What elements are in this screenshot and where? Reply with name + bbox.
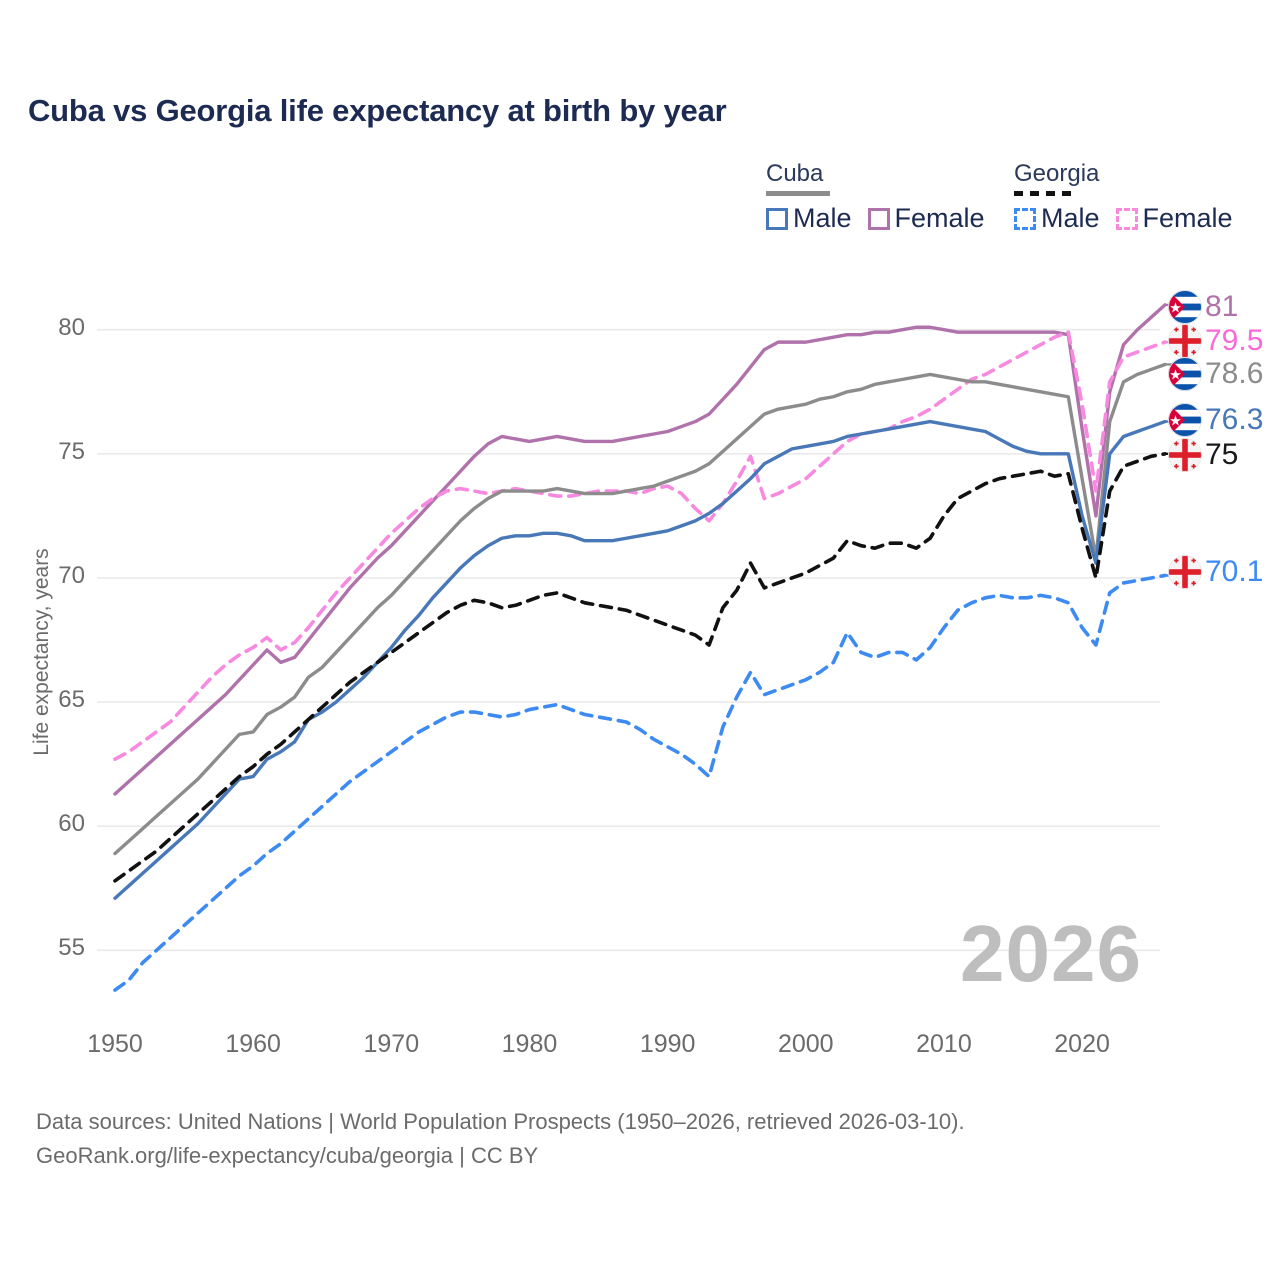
legend-item-label: Male bbox=[793, 203, 852, 233]
y-axis-tick-label: 60 bbox=[58, 810, 85, 838]
cuba-flag-icon bbox=[1168, 403, 1202, 437]
series-end-value: 81 bbox=[1205, 290, 1239, 323]
chart-footer: Data sources: United Nations | World Pop… bbox=[36, 1105, 965, 1173]
x-axis-tick-label: 1970 bbox=[363, 1030, 420, 1058]
year-watermark: 2026 bbox=[960, 909, 1142, 998]
legend-item-georgia-female[interactable]: Female bbox=[1115, 203, 1233, 234]
series-end-value: 76.3 bbox=[1205, 403, 1264, 436]
x-axis-tick-label: 2010 bbox=[916, 1030, 972, 1058]
series-line-cuba-male bbox=[113, 419, 1167, 900]
series-end-value: 70.1 bbox=[1205, 555, 1264, 588]
y-axis-tick-label: 80 bbox=[58, 313, 85, 341]
legend-rule-cuba bbox=[766, 191, 830, 196]
legend-swatch-icon bbox=[1115, 207, 1138, 230]
cuba-flag-icon bbox=[1168, 357, 1202, 391]
cuba-flag-icon bbox=[1168, 290, 1202, 324]
series-end-value: 79.5 bbox=[1205, 324, 1264, 357]
legend-swatch-icon bbox=[1014, 207, 1036, 230]
legend-item-label: Female bbox=[1142, 203, 1233, 233]
georgia-flag-icon bbox=[1168, 324, 1202, 358]
x-axis-tick-label: 2020 bbox=[1054, 1030, 1110, 1058]
legend-item-label: Female bbox=[894, 203, 985, 233]
legend-group-title-cuba: Cuba bbox=[766, 160, 824, 187]
x-axis-tick-label: 1990 bbox=[639, 1030, 696, 1058]
legend-item-cuba-male[interactable]: Male bbox=[766, 203, 852, 234]
legend-group-title-georgia: Georgia bbox=[1014, 160, 1100, 187]
y-axis-title: Life expectancy, years bbox=[30, 548, 53, 756]
x-axis-tick-label: 2000 bbox=[777, 1030, 834, 1058]
series-line-cuba-female bbox=[113, 303, 1167, 796]
legend-swatch-icon bbox=[766, 207, 788, 230]
legend-item-georgia-male[interactable]: Male bbox=[1014, 203, 1100, 234]
series-end-label: 76.3 bbox=[1168, 403, 1263, 437]
y-axis-tick-label: 75 bbox=[58, 437, 85, 465]
series-end-label: 81 bbox=[1168, 290, 1238, 324]
series-end-label: 70.1 bbox=[1168, 555, 1263, 589]
series-end-label: 78.6 bbox=[1168, 357, 1263, 391]
legend-group-cuba: Cuba Male Female bbox=[766, 160, 985, 234]
footer-line-attribution: GeoRank.org/life-expectancy/cuba/georgia… bbox=[36, 1143, 539, 1169]
y-axis-tick-label: 55 bbox=[58, 934, 85, 962]
x-axis-tick-label: 1980 bbox=[501, 1030, 558, 1058]
series-line-cuba bbox=[113, 362, 1167, 856]
x-axis-tick-label: 1960 bbox=[225, 1030, 281, 1058]
legend-group-georgia: Georgia Male Female bbox=[1014, 160, 1233, 234]
x-axis-tick-label: 1950 bbox=[87, 1030, 143, 1058]
series-end-label: 79.5 bbox=[1168, 324, 1263, 358]
footer-line-sources: Data sources: United Nations | World Pop… bbox=[36, 1109, 965, 1134]
y-axis-tick-label: 65 bbox=[58, 686, 85, 714]
legend-rule-georgia bbox=[1014, 191, 1078, 196]
y-axis-tick-label: 70 bbox=[58, 561, 85, 589]
chart-legend: Cuba Male Female Georgia Male bbox=[752, 160, 1252, 242]
page-title: Cuba vs Georgia life expectancy at birth… bbox=[28, 93, 727, 128]
series-end-label: 75 bbox=[1168, 438, 1238, 472]
georgia-flag-icon bbox=[1168, 438, 1202, 472]
series-line-georgia-female bbox=[113, 330, 1167, 761]
georgia-flag-icon bbox=[1168, 555, 1202, 589]
series-line-georgia-male bbox=[113, 573, 1167, 992]
legend-item-cuba-female[interactable]: Female bbox=[867, 203, 985, 234]
legend-swatch-icon bbox=[867, 207, 890, 230]
series-end-value: 78.6 bbox=[1205, 357, 1264, 390]
legend-item-label: Male bbox=[1041, 203, 1100, 233]
series-end-value: 75 bbox=[1205, 438, 1239, 471]
series-line-georgia bbox=[113, 452, 1167, 883]
